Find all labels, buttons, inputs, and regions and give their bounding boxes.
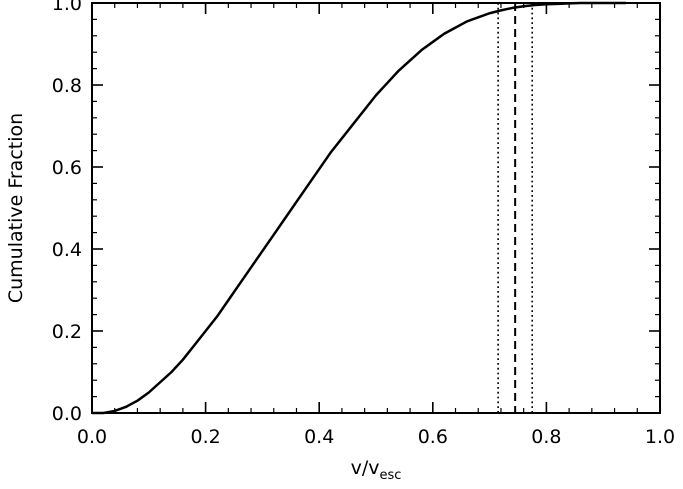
x-axis-label-main: v/v <box>351 457 380 479</box>
x-axis-label: v/vesc <box>351 457 402 483</box>
y-tick-label: 0.8 <box>52 75 82 97</box>
y-tick-label: 0.4 <box>52 239 82 261</box>
x-tick-label: 0.0 <box>77 426 107 448</box>
tick-labels: 0.0 0.2 0.4 0.6 0.8 1.0 0.0 0.2 0.4 0.6 0.8 1.0 <box>52 0 675 448</box>
y-tick-label: 0.0 <box>52 403 82 425</box>
x-tick-label: 0.6 <box>418 426 448 448</box>
axis-ticks <box>91 2 661 414</box>
y-tick-label: 1.0 <box>52 0 82 15</box>
reference-lines <box>497 3 534 413</box>
series-line-1 <box>92 1 626 415</box>
x-tick-label: 0.4 <box>304 426 334 448</box>
y-axis-label: Cumulative Fraction <box>5 113 27 303</box>
plot-frame <box>91 2 661 414</box>
x-tick-label: 0.8 <box>531 426 561 448</box>
y-tick-label: 0.2 <box>52 321 82 343</box>
x-tick-label: 1.0 <box>645 426 675 448</box>
series-layer <box>92 1 626 415</box>
x-tick-label: 0.2 <box>190 426 220 448</box>
x-axis-label-subscript: esc <box>379 468 401 483</box>
y-tick-label: 0.6 <box>52 157 82 179</box>
